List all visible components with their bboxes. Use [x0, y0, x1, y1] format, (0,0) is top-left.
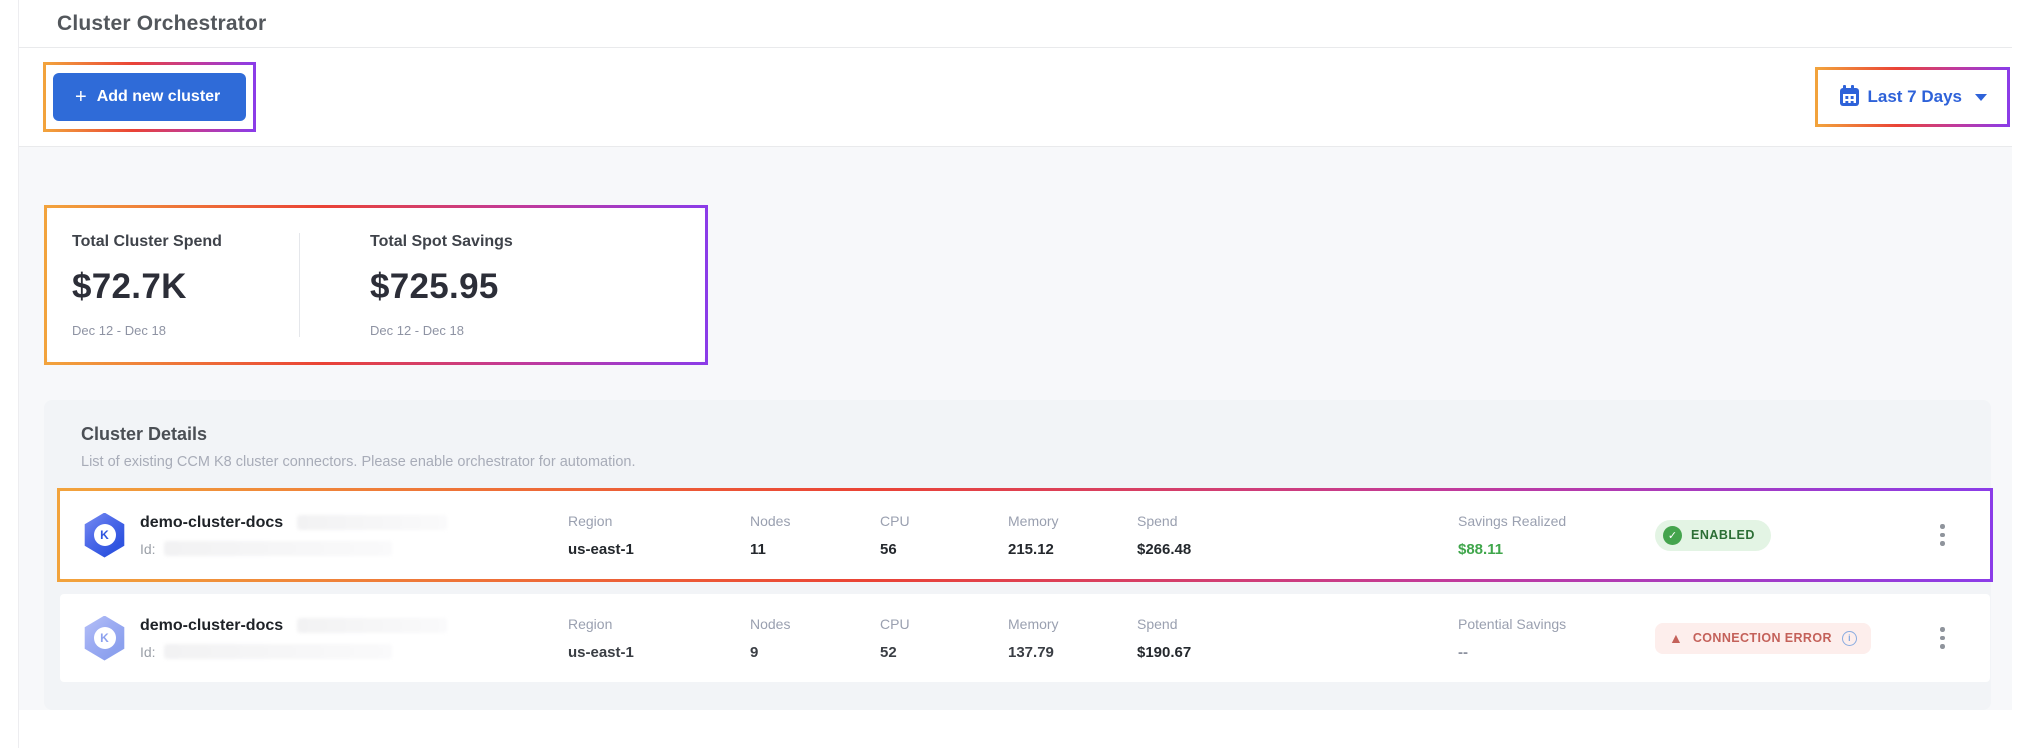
- cluster-name: demo-cluster-docs: [140, 616, 284, 634]
- cluster-details-subtitle: List of existing CCM K8 cluster connecto…: [81, 454, 636, 470]
- spend-label: Spend: [1137, 512, 1178, 529]
- cluster-row-annotation-box: K demo-cluster-docs Id:: [57, 488, 1993, 582]
- region-value: us-east-1: [568, 643, 634, 661]
- cpu-cell: CPU 56: [880, 513, 1008, 558]
- redacted-name-suffix: [297, 618, 448, 633]
- spend-cell: Spend $266.48: [1137, 513, 1458, 558]
- savings-label: Potential Savings: [1458, 615, 1567, 632]
- body-area: Total Cluster Spend $72.7K Dec 12 - Dec …: [19, 147, 2012, 710]
- nodes-cell: Nodes 9: [750, 616, 880, 661]
- cluster-name-cell: K demo-cluster-docs Id:: [82, 615, 568, 661]
- stats-annotation-box: Total Cluster Spend $72.7K Dec 12 - Dec …: [44, 205, 708, 365]
- total-spot-savings-stat: Total Spot Savings $725.95 Dec 12 - Dec …: [300, 233, 513, 338]
- redacted-name-suffix: [297, 515, 448, 530]
- info-icon[interactable]: i: [1841, 630, 1857, 646]
- kubernetes-icon-letter: K: [93, 524, 116, 546]
- status-cell: ✓ ENABLED: [1655, 519, 1895, 551]
- check-circle-icon: ✓: [1663, 525, 1682, 545]
- spend-value: $190.67: [1137, 643, 1192, 661]
- row-menu-kebab-icon[interactable]: [1930, 621, 1955, 655]
- total-cluster-spend-stat: Total Cluster Spend $72.7K Dec 12 - Dec …: [47, 233, 299, 338]
- warning-triangle-icon: ▲: [1669, 630, 1683, 646]
- table-row[interactable]: K demo-cluster-docs Id:: [60, 594, 1990, 682]
- cluster-details-title: Cluster Details: [81, 424, 208, 444]
- cpu-label: CPU: [880, 615, 910, 632]
- cluster-name: demo-cluster-docs: [140, 513, 284, 531]
- stat-label: Total Cluster Spend: [72, 232, 222, 250]
- kubernetes-icon-letter: K: [93, 627, 116, 649]
- plus-icon: +: [75, 86, 87, 108]
- date-range-annotation-box: Last 7 Days: [1814, 67, 2010, 127]
- memory-label: Memory: [1008, 512, 1059, 529]
- add-cluster-annotation-box: + Add new cluster: [43, 62, 257, 132]
- nodes-label: Nodes: [750, 615, 791, 632]
- row-menu-kebab-icon[interactable]: [1930, 518, 1955, 552]
- page-header: Cluster Orchestrator: [19, 0, 2012, 48]
- spend-value: $266.48: [1137, 540, 1192, 558]
- memory-value: 137.79: [1008, 643, 1054, 661]
- cpu-label: CPU: [880, 512, 910, 529]
- status-badge-label: CONNECTION ERROR: [1692, 631, 1832, 645]
- region-label: Region: [568, 512, 613, 529]
- cluster-name-cell: K demo-cluster-docs Id:: [82, 512, 568, 558]
- nodes-cell: Nodes 11: [750, 513, 880, 558]
- region-value: us-east-1: [568, 540, 634, 558]
- stat-label: Total Spot Savings: [370, 232, 513, 250]
- chevron-down-icon: [1975, 93, 1987, 101]
- status-badge: ✓ ENABLED: [1655, 519, 1771, 551]
- memory-cell: Memory 215.12: [1008, 513, 1137, 558]
- nodes-value: 9: [750, 643, 759, 661]
- status-cell: ▲ CONNECTION ERROR i: [1655, 622, 1895, 654]
- region-label: Region: [568, 615, 613, 632]
- cpu-cell: CPU 52: [880, 616, 1008, 661]
- region-cell: Region us-east-1: [568, 513, 750, 558]
- date-range-label: Last 7 Days: [1867, 87, 1963, 106]
- memory-label: Memory: [1008, 615, 1059, 632]
- status-badge: ▲ CONNECTION ERROR i: [1655, 622, 1871, 654]
- redacted-cluster-id: [163, 541, 392, 556]
- cluster-id-label: Id:: [140, 643, 156, 660]
- stat-value: $725.95: [370, 266, 499, 306]
- add-new-cluster-button[interactable]: + Add new cluster: [53, 73, 247, 121]
- summary-stats-card: Total Cluster Spend $72.7K Dec 12 - Dec …: [47, 208, 705, 362]
- calendar-icon: [1839, 85, 1859, 106]
- memory-value: 215.12: [1008, 540, 1054, 558]
- table-row[interactable]: K demo-cluster-docs Id:: [60, 491, 1990, 579]
- stat-divider: [299, 233, 300, 337]
- savings-label: Savings Realized: [1458, 512, 1567, 529]
- spend-label: Spend: [1137, 615, 1178, 632]
- page-title: Cluster Orchestrator: [57, 11, 267, 35]
- redacted-cluster-id: [163, 644, 392, 659]
- toolbar: + Add new cluster Last 7 Days: [19, 48, 2012, 147]
- region-cell: Region us-east-1: [568, 616, 750, 661]
- savings-cell: Potential Savings --: [1458, 616, 1655, 661]
- savings-value: $88.11: [1458, 540, 1504, 558]
- cluster-details-header: Cluster Details List of existing CCM K8 …: [53, 424, 1982, 470]
- cpu-value: 56: [880, 540, 897, 558]
- stat-period: Dec 12 - Dec 18: [72, 322, 166, 338]
- status-badge-label: ENABLED: [1691, 528, 1755, 542]
- nodes-label: Nodes: [750, 512, 791, 529]
- date-range-dropdown[interactable]: Last 7 Days: [1817, 70, 2007, 124]
- savings-value: --: [1458, 643, 1468, 661]
- memory-cell: Memory 137.79: [1008, 616, 1137, 661]
- stat-value: $72.7K: [72, 266, 187, 306]
- cpu-value: 52: [880, 643, 897, 661]
- nodes-value: 11: [750, 540, 766, 558]
- stat-period: Dec 12 - Dec 18: [370, 322, 464, 338]
- kubernetes-cluster-icon: K: [84, 615, 125, 661]
- content-area: Cluster Orchestrator + Add new cluster L…: [18, 0, 2012, 748]
- cluster-details-panel: Cluster Details List of existing CCM K8 …: [44, 400, 1993, 710]
- cluster-id-label: Id:: [140, 540, 156, 557]
- spend-cell: Spend $190.67: [1137, 616, 1458, 661]
- savings-cell: Savings Realized $88.11: [1458, 513, 1655, 558]
- add-new-cluster-label: Add new cluster: [96, 88, 221, 105]
- kubernetes-cluster-icon: K: [84, 512, 125, 558]
